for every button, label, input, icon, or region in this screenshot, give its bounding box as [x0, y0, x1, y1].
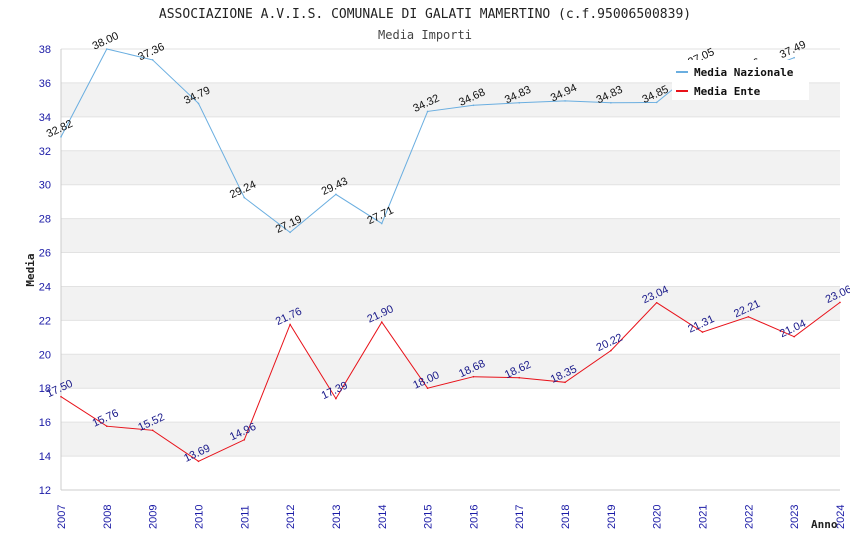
- x-tick-label: 2009: [148, 505, 160, 529]
- data-point: [289, 231, 291, 234]
- y-tick-label: 24: [39, 281, 51, 293]
- y-tick-label: 28: [39, 214, 51, 226]
- y-tick-label: 22: [39, 315, 51, 327]
- y-axis-ticks: 12 14 16 18 20 22 24 26 28 30 32 34 36 38: [39, 44, 51, 497]
- data-point: [793, 56, 795, 59]
- data-point: [701, 331, 704, 333]
- data-point: [426, 110, 429, 113]
- grid-bands: [60, 48, 840, 491]
- data-point: [106, 48, 108, 50]
- y-tick-label: 26: [39, 248, 51, 260]
- y-tick-label: 18: [39, 383, 51, 395]
- x-tick-label: 2023: [789, 505, 801, 529]
- y-tick-label: 12: [39, 485, 51, 497]
- data-point: [60, 395, 62, 398]
- x-axis-label: Anno: [811, 518, 838, 531]
- chart-title: ASSOCIAZIONE A.V.I.S. COMUNALE DI GALATI…: [159, 7, 691, 22]
- data-point: [335, 397, 337, 400]
- data-point: [655, 301, 658, 304]
- data-point: [747, 316, 750, 318]
- plot-area: [61, 49, 840, 490]
- legend: Media Nazionale Media Ente: [672, 60, 809, 100]
- x-tick-label: 2012: [285, 505, 297, 529]
- y-axis-label: Media: [24, 253, 37, 286]
- x-tick-label: 2019: [606, 505, 618, 529]
- y-tick-label: 20: [39, 349, 51, 361]
- y-tick-label: 34: [39, 112, 51, 124]
- grid-band: [61, 354, 840, 389]
- x-tick-label: 2015: [423, 505, 435, 529]
- x-tick-label: 2007: [56, 505, 68, 529]
- y-tick-label: 36: [39, 78, 51, 90]
- y-tick-label: 14: [39, 451, 51, 463]
- data-point: [335, 193, 337, 196]
- x-tick-label: 2010: [193, 505, 205, 529]
- data-point: [151, 59, 154, 61]
- y-tick-label: 16: [39, 417, 51, 429]
- data-point: [106, 425, 108, 428]
- data-point: [793, 335, 795, 338]
- grid-band: [61, 150, 840, 185]
- x-tick-label: 2013: [331, 505, 343, 529]
- legend-entry: Media Ente: [694, 85, 761, 98]
- data-point: [197, 102, 200, 105]
- grid-band: [61, 422, 840, 457]
- data-point: [151, 429, 154, 432]
- data-point: [243, 438, 246, 441]
- data-point: [655, 101, 658, 104]
- x-tick-label: 2022: [743, 505, 755, 529]
- data-point: [472, 104, 475, 107]
- data-point: [610, 101, 612, 104]
- data-point: [197, 460, 200, 463]
- data-point: [472, 375, 475, 378]
- data-point: [380, 321, 383, 323]
- data-point: [610, 349, 612, 352]
- x-tick-label: 2021: [698, 505, 710, 529]
- grid-band: [61, 218, 840, 253]
- grid-band: [61, 286, 840, 321]
- x-tick-label: 2020: [652, 505, 664, 529]
- legend-entry: Media Nazionale: [694, 66, 794, 79]
- y-tick-label: 30: [39, 180, 51, 192]
- data-point: [518, 376, 521, 379]
- y-tick-label: 32: [39, 146, 51, 158]
- legend-box: [672, 60, 809, 100]
- chart-subtitle: Media Importi: [378, 28, 472, 42]
- x-tick-label: 2016: [468, 505, 480, 529]
- data-point: [564, 381, 566, 384]
- x-tick-label: 2014: [377, 505, 389, 529]
- x-tick-label: 2024: [835, 505, 847, 529]
- data-point: [426, 387, 429, 390]
- x-tick-label: 2018: [560, 505, 572, 529]
- data-point: [518, 101, 521, 104]
- x-tick-label: 2017: [514, 505, 526, 529]
- x-tick-label: 2011: [239, 505, 251, 529]
- data-point: [839, 301, 841, 304]
- data-point: [380, 222, 383, 225]
- data-point: [60, 136, 62, 138]
- y-tick-label: 38: [39, 44, 51, 56]
- x-tick-label: 2008: [102, 505, 114, 529]
- series-line-media-ente: [60, 301, 841, 462]
- data-point: [289, 323, 291, 326]
- x-axis-ticks: 2007 2008 2009 2010 2011 2012 2013 2014 2015 2016…: [56, 505, 847, 529]
- series-layer: [60, 48, 841, 463]
- data-point: [564, 100, 566, 102]
- data-point: [243, 196, 246, 199]
